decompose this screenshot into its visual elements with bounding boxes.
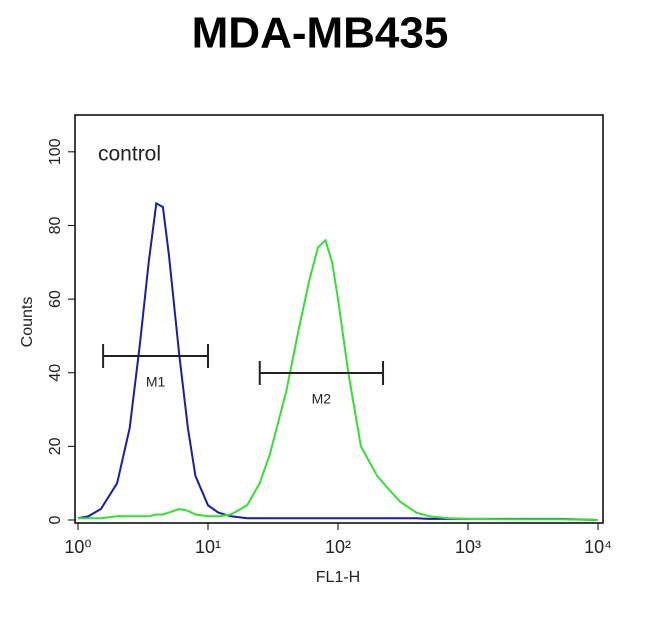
y-tick-label: 40 bbox=[47, 364, 64, 382]
x-tick-label: 10¹ bbox=[195, 537, 221, 557]
x-tick-label: 10⁰ bbox=[64, 537, 91, 557]
y-tick-label: 20 bbox=[47, 437, 64, 455]
y-tick-label: 100 bbox=[47, 138, 64, 165]
x-tick-label: 10³ bbox=[455, 537, 481, 557]
marker-label: M2 bbox=[312, 391, 332, 407]
plot-frame bbox=[74, 114, 604, 524]
marker-label: M1 bbox=[146, 374, 166, 390]
x-axis-label: FL1-H bbox=[316, 569, 360, 586]
chart-title: MDA-MB435 bbox=[192, 9, 449, 58]
series-line bbox=[77, 201, 599, 521]
annotation: control bbox=[98, 143, 161, 166]
y-axis-label: Counts bbox=[19, 297, 36, 348]
y-tick-label: 0 bbox=[47, 515, 64, 524]
x-tick-label: 10² bbox=[325, 537, 351, 557]
y-tick-label: 60 bbox=[47, 290, 64, 308]
x-tick-label: 10⁴ bbox=[584, 537, 612, 557]
series-line bbox=[78, 238, 599, 521]
y-tick-label: 80 bbox=[47, 216, 64, 234]
